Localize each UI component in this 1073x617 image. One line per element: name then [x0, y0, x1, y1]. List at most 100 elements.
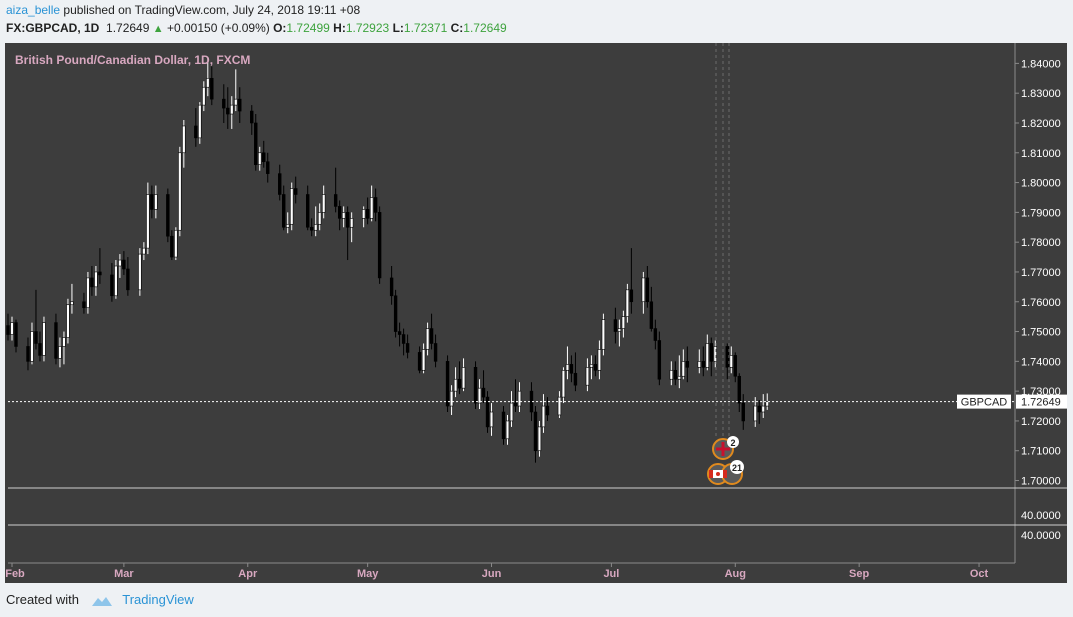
time-tick-label: Sep [849, 568, 869, 580]
candle-body [38, 343, 42, 356]
candle-body [761, 405, 765, 413]
candle [757, 400, 761, 424]
candle-body [150, 194, 154, 210]
candle [709, 337, 713, 377]
candle [461, 358, 466, 392]
candle-body [481, 387, 486, 398]
candle-body [677, 375, 682, 380]
candle [601, 313, 606, 356]
candle [345, 206, 350, 261]
candle [697, 349, 702, 374]
candle-body [90, 277, 94, 288]
close-label: C: [450, 21, 464, 35]
price-chart[interactable]: 1.84000 1.83000 1.82000 1.81000 1.80000 1.790… [5, 43, 1067, 583]
candle [313, 206, 318, 237]
candle [222, 84, 226, 123]
candle-body [250, 110, 254, 124]
candle-body [98, 271, 102, 276]
candle [513, 379, 518, 412]
candle-body [222, 98, 226, 109]
candle [94, 266, 98, 296]
candle-body [477, 387, 482, 404]
price-tick-label: 1.82000 [1021, 118, 1061, 130]
sub-pane-2-value: 40.0000 [1021, 530, 1061, 542]
candle-body [425, 328, 430, 350]
time-tick-label: Apr [238, 568, 258, 580]
candle-body [206, 77, 210, 88]
price-tick-label: 1.75000 [1021, 327, 1061, 339]
candle [6, 313, 10, 341]
candle [393, 289, 398, 338]
candle-body [234, 98, 238, 106]
price-tick-label: 1.80000 [1021, 178, 1061, 190]
candle [14, 319, 18, 353]
gb-event-count: 2 [730, 438, 735, 448]
symbol-tag-text: GBPCAD [961, 397, 1008, 409]
candle-body [42, 322, 46, 356]
time-axis[interactable]: Feb Mar Apr May Jun Jul Aug Sep Oct [5, 563, 989, 580]
candle-body [641, 277, 646, 303]
candle-body [369, 197, 374, 219]
candle [82, 292, 86, 314]
candle [250, 105, 254, 135]
candle-body [589, 364, 594, 368]
candle [701, 346, 706, 377]
candle-body [517, 390, 522, 407]
candle-body [110, 274, 114, 297]
candle-body [282, 194, 286, 228]
sub-pane-1-value: 40.0000 [1021, 510, 1061, 522]
candle-body [309, 226, 314, 231]
candle-body [389, 277, 394, 297]
price-tick-label: 1.71000 [1021, 446, 1061, 458]
candle-body [174, 229, 178, 258]
candle-body [278, 173, 282, 195]
candle-body [733, 355, 737, 377]
candle-body [629, 289, 634, 303]
candle [38, 331, 42, 362]
candle-body [321, 194, 326, 213]
open-value: 1.72499 [286, 21, 330, 35]
candle [194, 108, 198, 147]
candle-body [154, 194, 158, 210]
candle [254, 114, 258, 171]
price-tick-label: 1.77000 [1021, 267, 1061, 279]
candle [501, 406, 506, 445]
candle-body [365, 209, 370, 219]
economic-events[interactable]: 2 21 [707, 436, 744, 485]
candle [685, 346, 690, 383]
candle-body [341, 212, 346, 219]
price-tick-label: 1.78000 [1021, 237, 1061, 249]
tradingview-link[interactable]: TradingView [122, 592, 194, 607]
candle [230, 96, 234, 129]
change-value: +0.00150 (+0.09%) [166, 21, 270, 35]
time-tick-label: Jun [482, 568, 502, 580]
candle [533, 406, 538, 463]
chart-pane-background [5, 43, 1067, 583]
price-axis[interactable]: 1.84000 1.83000 1.82000 1.81000 1.80000 1.790… [1015, 58, 1061, 488]
last-price: 1.72649 [106, 21, 150, 35]
candle [569, 355, 574, 383]
candle-body [657, 340, 662, 380]
author-link[interactable]: aiza_belle [6, 3, 61, 17]
open-label: O: [273, 21, 287, 35]
candle-body [449, 390, 454, 407]
candle [321, 185, 326, 219]
candle [505, 414, 510, 445]
candle-body [114, 265, 118, 297]
candle-body [194, 125, 198, 139]
candle-body [333, 194, 338, 207]
candle [737, 373, 741, 412]
candle [146, 182, 150, 255]
price-tick-label: 1.72000 [1021, 416, 1061, 428]
candle [282, 185, 286, 231]
time-tick-label: May [357, 568, 379, 580]
candle-body [473, 367, 478, 404]
ca-event-badge [730, 460, 744, 474]
candle [34, 289, 38, 350]
candle-body [713, 346, 717, 362]
price-tick-label: 1.79000 [1021, 207, 1061, 219]
candle-body [94, 271, 98, 288]
candle-body [317, 212, 322, 225]
candle-body [417, 352, 422, 371]
up-arrow-icon: ▲ [152, 23, 164, 35]
